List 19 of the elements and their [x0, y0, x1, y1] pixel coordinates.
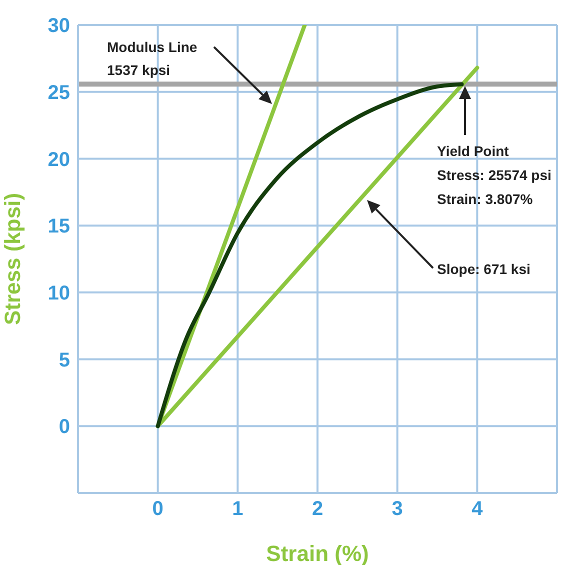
annotation: Yield Point: [437, 143, 510, 159]
y-axis-title: Stress (kpsi): [0, 192, 25, 326]
y-tick-label: 30: [48, 15, 70, 38]
annotation: 1537 kpsi: [107, 62, 170, 78]
y-tick-label: 20: [48, 148, 70, 171]
annotation: Modulus Line: [107, 39, 198, 55]
y-tick-label: 5: [58, 349, 70, 372]
annotation: Stress: 25574 psi: [437, 167, 552, 183]
y-tick-label: 25: [48, 82, 70, 104]
x-tick-label: 3: [392, 498, 403, 520]
annotation: Strain: 3.807%: [437, 191, 534, 207]
x-tick-label: 2: [312, 498, 324, 520]
x-tick-label: 0: [152, 498, 164, 520]
y-tick-label: 0: [58, 416, 70, 438]
x-tick-label: 4: [472, 498, 484, 520]
y-tick-label: 10: [48, 282, 70, 305]
y-tick-label: 15: [48, 216, 70, 238]
annotation: Slope: 671 ksi: [437, 261, 530, 277]
x-tick-label: 1: [232, 498, 244, 520]
